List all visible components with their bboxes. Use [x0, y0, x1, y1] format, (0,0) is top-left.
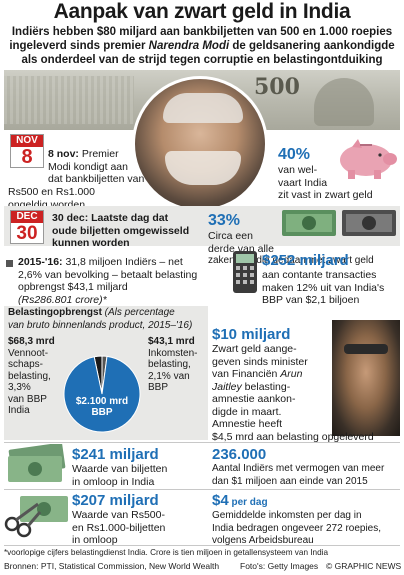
pie-center-label: $2.100 mrd BBP [75, 396, 129, 418]
photo-credit: Foto's: Getty Images [240, 561, 319, 571]
stat-236000: 236.000 Aantal Indiërs met vermogen van … [212, 446, 385, 487]
stat-10-miljard: $10 miljard Zwart geld aange- geven sind… [212, 326, 374, 443]
stat-241-miljard: $241 miljard Waarde van biljetten in oml… [72, 446, 168, 488]
stat-40-percent: 40% van wel- vaart India zit vast in zwa… [278, 146, 373, 201]
divider [4, 442, 400, 443]
pie-slice-2 [63, 355, 141, 433]
corporate-tax-label: $68,3 mrd Vennoot- schaps- belasting, 3,… [8, 336, 55, 416]
calendar-month: DEC [11, 211, 43, 223]
tax-revenue-title: Belastingopbrengst (Als percentage van b… [8, 307, 193, 331]
income-tax-label: $43,1 mrd Inkomsten- belasting, 2,1% van… [148, 336, 198, 393]
page-title: Aanpak van zwart geld in India [53, 0, 351, 23]
pie-svg [63, 355, 141, 433]
banknote-bundles-icon [280, 206, 398, 245]
stat-33-percent: 33% Circa een derde van alle zaken in In… [208, 212, 374, 266]
nov8-text: 8 nov: Premier Modi kondigt aan dat bank… [48, 148, 145, 185]
sources: Bronnen: PTI, Statistical Commission, Ne… [4, 561, 220, 571]
gdp-pie-chart: $2.100 mrd BBP [62, 354, 142, 434]
stat-207-miljard: $207 miljard Waarde van Rs500- en Rs1.00… [72, 492, 166, 546]
piggy-bank-icon [334, 138, 400, 185]
subtitle-line-3: als onderdeel van de strijd tegen corrup… [21, 54, 383, 66]
banknote-denomination: 500 [254, 74, 300, 100]
stat-4-per-dag: $4 per dag Gemiddelde inkomsten per dag … [212, 492, 382, 546]
stat-252-miljard: $252 miljard aan contante transacties ma… [262, 252, 385, 306]
graphic-news-credit: © GRAPHIC NEWS [326, 561, 402, 571]
calculator-icon [232, 250, 258, 299]
calendar-nov-8-icon: NOV 8 [10, 134, 44, 168]
dec30-text: 30 dec: Laatste dag dat oude biljetten o… [52, 212, 190, 249]
jaitley-portrait [332, 320, 400, 436]
taxpayers-bullet [6, 260, 13, 267]
calendar-day: 30 [16, 223, 38, 244]
calendar-day: 8 [21, 146, 33, 168]
divider [4, 489, 400, 490]
banknotes-stack-icon [6, 442, 68, 493]
divider [4, 545, 400, 546]
calendar-month: NOV [11, 135, 43, 147]
subtitle-line-1: Indiërs hebben $80 miljard aan bankbilje… [11, 26, 393, 38]
taxpayers-text: 2015-'16: 31,8 miljoen Indiërs – net 2,6… [18, 256, 198, 306]
modi-portrait [132, 76, 268, 212]
subtitle: Indiërs hebben $80 miljard aan bankbilje… [4, 25, 400, 67]
footnote: *voorlopige cijfers belastingdienst Indi… [4, 548, 329, 557]
calendar-dec-30-icon: DEC 30 [10, 210, 44, 244]
scissors-banknote-icon [4, 490, 70, 543]
subtitle-line-2: ingeleverd sinds premier Narendra Modi d… [9, 40, 395, 52]
